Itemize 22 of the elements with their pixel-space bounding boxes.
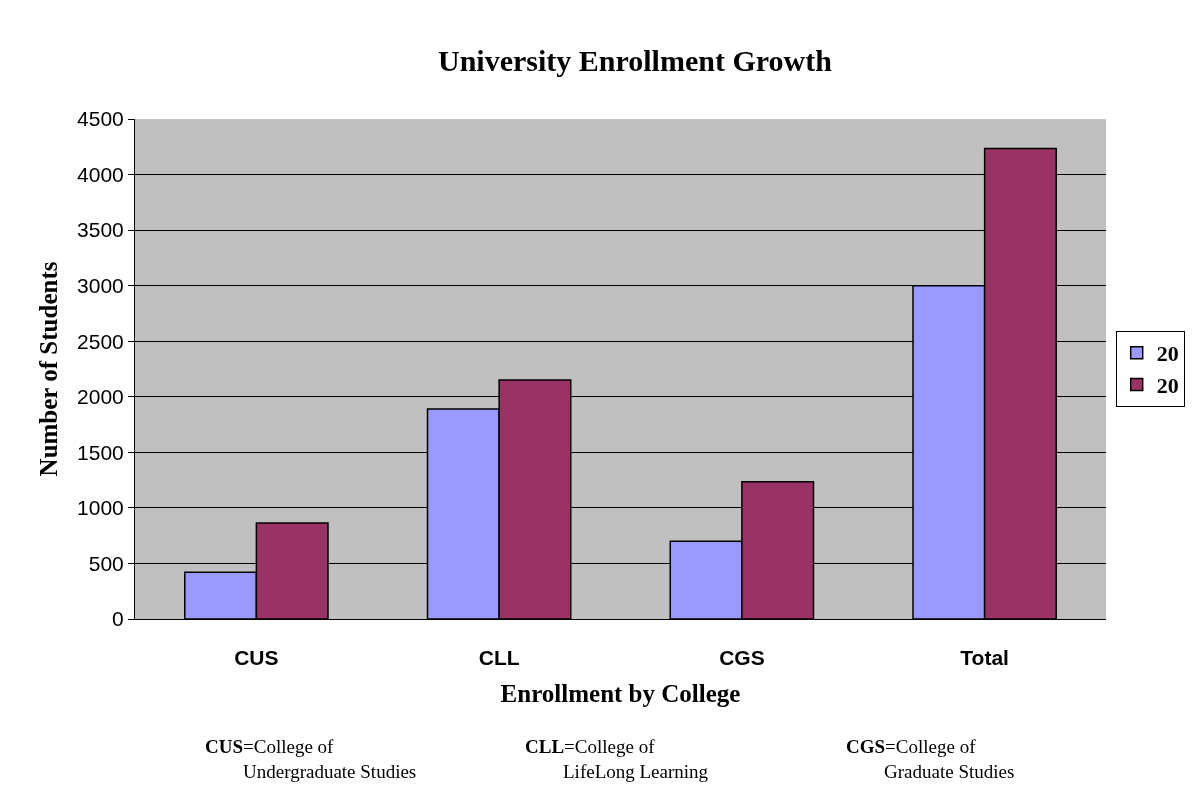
text: CGS=College of Graduate Studies bbox=[846, 736, 1015, 782]
y-tick-label: 4000 bbox=[77, 162, 124, 186]
legend-label: 20 bbox=[1156, 341, 1179, 367]
x-axis-title: Enrollment by College bbox=[500, 680, 741, 708]
y-axis-title: Number of Students bbox=[34, 261, 62, 477]
y-tick-label: 500 bbox=[88, 551, 124, 575]
x-tick-label: CLL bbox=[478, 646, 520, 670]
y-tick-label: 3000 bbox=[77, 274, 124, 298]
y-tick-label: 3500 bbox=[77, 218, 124, 242]
y-tick-label: 4500 bbox=[77, 107, 124, 131]
y-tick-label: 2000 bbox=[77, 385, 124, 409]
text: CLL=College of LifeLong Learning bbox=[525, 736, 709, 782]
y-tick-label: 1500 bbox=[77, 440, 124, 464]
y-tick-label: 0 bbox=[112, 607, 124, 631]
y-tick-label: 2500 bbox=[77, 329, 124, 353]
y-tick-label: 1000 bbox=[77, 496, 124, 520]
x-tick-label: CUS bbox=[234, 646, 279, 670]
x-tick-label: Total bbox=[960, 646, 1009, 670]
legend-label: 20 bbox=[1156, 372, 1179, 398]
chart-title: University Enrollment Growth bbox=[437, 43, 833, 77]
text: CUS=College of Undergraduate Studies bbox=[205, 736, 417, 782]
x-tick-label: CGS bbox=[719, 646, 765, 670]
